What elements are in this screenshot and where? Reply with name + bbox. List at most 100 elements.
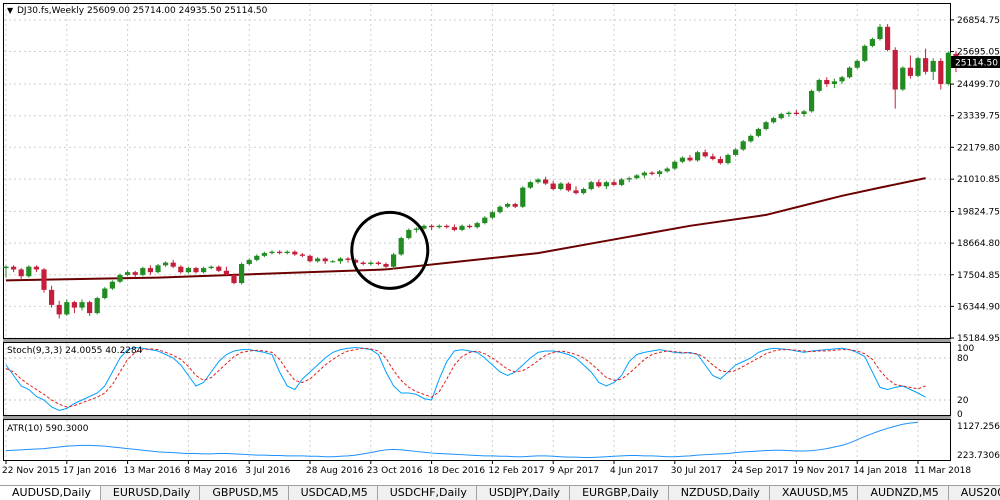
candle-bullish <box>619 179 625 185</box>
candle-bullish <box>733 149 739 155</box>
candle-bullish <box>588 182 594 190</box>
tab-xauusd-m5[interactable]: XAUUSD,M5 <box>770 486 859 500</box>
time-axis: 22 Nov 2015 17 Jan 2016 13 Mar 2016 8 May 2… <box>2 460 971 476</box>
candle-bullish <box>482 217 488 224</box>
candle-bullish <box>869 39 875 46</box>
candle-bullish <box>603 182 609 187</box>
stoch-tick-label: 0 <box>957 410 963 420</box>
candle-bearish <box>611 182 617 185</box>
candle-bearish <box>687 157 693 161</box>
atr-tick-label: 223.7306 <box>957 451 1000 461</box>
candle-bullish <box>505 204 511 207</box>
time-tick-label: 12 Feb 2017 <box>488 466 544 476</box>
candle-bullish <box>109 281 115 289</box>
candle-bullish <box>748 135 754 142</box>
tab-usdchf-daily[interactable]: USDCHF,Daily <box>378 486 477 500</box>
candle-bullish <box>520 187 526 207</box>
time-tick-label: 23 Oct 2016 <box>367 466 423 476</box>
candle-bearish <box>543 179 549 184</box>
atr-title: ATR(10) 590.3000 <box>7 424 89 434</box>
candle-bullish <box>558 183 564 190</box>
price-tick-label: 21010.85 <box>957 175 1000 185</box>
candle-bearish <box>49 289 55 305</box>
tab-audnzd-m5[interactable]: AUDNZD,M5 <box>858 486 949 500</box>
candle-bullish <box>755 129 761 136</box>
stoch-tick-label: 80 <box>957 354 969 364</box>
candle-bearish <box>223 270 229 275</box>
candle-bullish <box>398 238 404 255</box>
candle-bullish <box>155 265 161 273</box>
stoch-title: Stoch(9,3,3) 24.0055 40.2284 <box>7 346 143 356</box>
candle-bearish <box>33 266 39 270</box>
candle-bearish <box>345 258 351 260</box>
time-tick-label: 8 May 2016 <box>184 466 237 476</box>
candle-bullish <box>725 154 731 164</box>
chart-header: ▼ DJ30.fs,Weekly 25609.00 25714.00 24935… <box>7 6 268 16</box>
candle-bullish <box>421 225 427 229</box>
candle-bullish <box>771 118 777 123</box>
stoch-layer <box>5 346 926 412</box>
tab-eurusd-daily[interactable]: EURUSD,Daily <box>101 486 201 500</box>
tab-eurgbp-daily[interactable]: EURGBP,Daily <box>570 486 669 500</box>
candle-bearish <box>793 112 799 115</box>
symbol-tab-bar: AUDUSD,Daily EURUSD,Daily GBPUSD,M5 USDC… <box>0 485 1000 500</box>
price-tick-label: 23339.75 <box>957 112 1000 122</box>
candle-bearish <box>451 227 457 230</box>
tab-usdjpy-daily[interactable]: USDJPY,Daily <box>477 486 571 500</box>
current-price-label: 25114.50 <box>955 59 998 69</box>
ohlc-readout: 25609.00 25714.00 24935.50 25114.50 <box>87 6 268 16</box>
candle-bullish <box>284 251 290 254</box>
candle-bearish <box>231 274 237 284</box>
time-tick-label: 18 Dec 2016 <box>428 466 486 476</box>
candle-bullish <box>778 114 784 119</box>
candle-bearish <box>550 183 556 190</box>
candle-bullish <box>208 266 214 269</box>
atr-tick-label: 1127.2564 <box>957 422 1000 432</box>
tab-usdcad-m5[interactable]: USDCAD,M5 <box>289 486 378 500</box>
tab-nzdusd-daily[interactable]: NZDUSD,Daily <box>669 486 770 500</box>
candle-bearish <box>565 183 571 191</box>
candle-bearish <box>573 190 579 194</box>
candle-bearish <box>18 269 24 277</box>
chart-area[interactable]: 26854.75 25695.05 24499.70 23339.75 22179.80… <box>0 0 1000 485</box>
candle-bullish <box>672 161 678 169</box>
candle-bearish <box>41 269 47 290</box>
time-tick-label: 24 Sep 2017 <box>732 466 789 476</box>
candle-bullish <box>900 67 906 90</box>
price-tick-label: 24499.70 <box>957 80 1000 90</box>
candle-bullish <box>679 157 685 162</box>
candle-bearish <box>307 255 313 262</box>
candle-bullish <box>626 178 632 180</box>
candle-bearish <box>132 272 138 275</box>
price-tick-label: 26854.75 <box>957 16 1000 26</box>
candle-bullish <box>854 60 860 68</box>
candle-bearish <box>702 152 708 157</box>
candle-bullish <box>847 67 853 78</box>
candle-bearish <box>178 266 184 273</box>
candle-bearish <box>299 254 305 256</box>
candle-bullish <box>915 58 921 76</box>
candle-bullish <box>877 26 883 40</box>
candle-bearish <box>322 258 328 262</box>
tab-audusd-daily[interactable]: AUDUSD,Daily <box>0 486 101 500</box>
tab-aus200[interactable]: AUS200,| <box>949 486 1000 500</box>
candle-bullish <box>406 229 412 239</box>
price-tick-label: 17504.85 <box>957 271 1000 281</box>
candle-bullish <box>94 298 100 314</box>
candle-bullish <box>809 90 815 112</box>
candle-bullish <box>497 206 503 213</box>
candle-bullish <box>581 189 587 194</box>
candle-bullish <box>489 212 495 218</box>
candle-bullish <box>254 255 260 260</box>
candle-bullish <box>269 251 275 254</box>
candle-bearish <box>649 172 655 175</box>
time-tick-label: 4 Jun 2017 <box>610 466 658 476</box>
candle-bearish <box>375 262 381 264</box>
candle-bullish <box>831 81 837 85</box>
candle-bearish <box>907 67 913 76</box>
price-tick-label: 15184.95 <box>957 334 1000 344</box>
chart-title: DJ30.fs,Weekly <box>17 6 85 16</box>
tab-gbpusd-m5[interactable]: GBPUSD,M5 <box>200 486 289 500</box>
time-tick-label: 19 Nov 2017 <box>792 466 850 476</box>
candle-bearish <box>292 251 298 255</box>
